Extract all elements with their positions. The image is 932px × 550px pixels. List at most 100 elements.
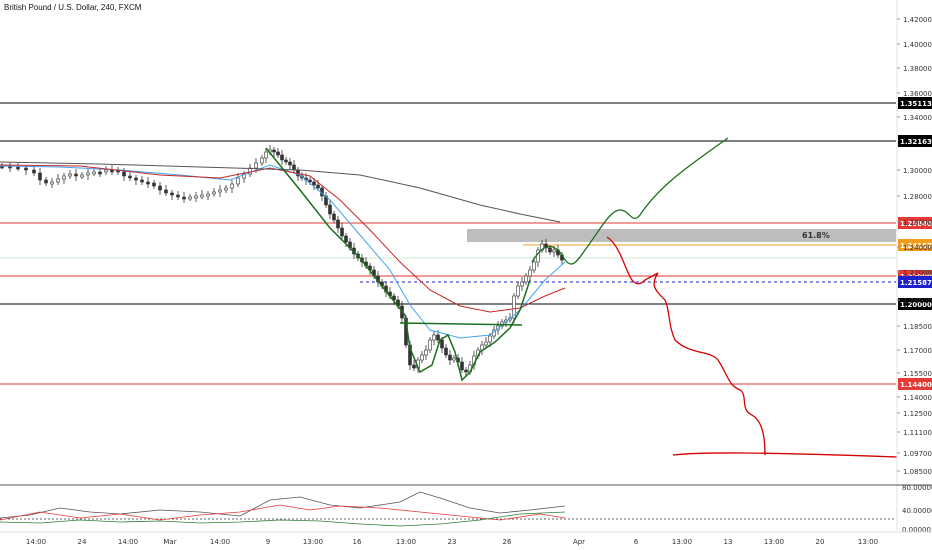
price-tick-label: 1.40000 <box>903 41 932 49</box>
target-line <box>672 452 898 458</box>
candle-body <box>428 339 432 351</box>
time-tick-label: 9 <box>266 538 270 546</box>
candle-body <box>464 369 468 373</box>
price-tick-label: 1.17000 <box>903 347 932 355</box>
candle-body <box>80 174 84 178</box>
level-label: 1.20000 <box>898 298 932 310</box>
price-tick-label: 1.36000 <box>903 90 932 98</box>
candle-body <box>436 334 440 341</box>
price-tick-label: 1.20000 <box>903 297 932 305</box>
candle-body <box>236 177 240 185</box>
time-axis: 14:00 24 14:00 Mar 14:00 9 13:00 16 13:00 23 26 Apr… <box>0 531 932 546</box>
candle-body <box>74 173 78 177</box>
time-tick-label: 14:00 <box>26 538 46 546</box>
candle-body <box>188 196 192 200</box>
candle-body <box>444 347 448 356</box>
level-label: 1.25840 <box>898 217 932 229</box>
candle-body <box>50 181 54 185</box>
time-tick-label: 13:00 <box>858 538 878 546</box>
osc-red <box>0 504 566 521</box>
price-tick-label: 1.12500 <box>903 410 932 418</box>
candle-body <box>194 195 198 199</box>
candle-body <box>86 172 90 176</box>
candle-body <box>452 357 456 361</box>
candle-body <box>200 194 204 198</box>
time-tick-label: 14:00 <box>118 538 138 546</box>
candle-body <box>218 189 222 193</box>
osc-green <box>0 511 566 527</box>
candle-body <box>182 196 186 200</box>
candle-body <box>152 182 156 187</box>
time-tick-label: 13:00 <box>672 538 692 546</box>
candle-body <box>308 179 312 183</box>
candle-body <box>460 361 464 371</box>
candle-body <box>520 281 524 287</box>
time-tick-label: Mar <box>163 538 176 546</box>
candle-body <box>38 172 42 181</box>
candle-body <box>432 334 436 341</box>
svg-text:1.35113: 1.35113 <box>900 100 932 108</box>
time-tick-label: 20 <box>816 538 825 546</box>
candle-body <box>524 275 528 283</box>
price-tick-label: 1.28000 <box>903 193 932 201</box>
time-tick-label: 6 <box>634 538 639 546</box>
price-tick-label: 1.15500 <box>903 370 932 378</box>
price-tick-label: 1.34000 <box>903 114 932 122</box>
candle-body <box>512 295 516 319</box>
candle-body <box>146 181 150 185</box>
candle-body <box>292 164 296 171</box>
candle-body <box>284 159 288 163</box>
time-tick-label: 14:00 <box>210 538 230 546</box>
candle-body <box>412 364 416 369</box>
candle-body <box>340 227 344 237</box>
price-tick-label: 1.08500 <box>903 468 932 476</box>
candle-body <box>328 204 332 215</box>
candle-body <box>44 179 48 184</box>
time-tick-label: 24 <box>78 538 87 546</box>
osc-tick-label: 80.00000 <box>902 484 932 492</box>
price-tick-label: 1.30000 <box>903 167 932 175</box>
ma-gray-line <box>0 161 561 223</box>
candle-body <box>98 171 102 175</box>
ma-blue-line <box>0 164 566 339</box>
candle-body <box>56 178 60 183</box>
candle-body <box>392 295 396 301</box>
candle-body <box>134 177 138 181</box>
candle-body <box>448 354 452 361</box>
fib-rect <box>467 229 896 242</box>
svg-text:1.24157: 1.24157 <box>900 242 932 250</box>
candle-body <box>344 235 348 243</box>
svg-text:1.21587: 1.21587 <box>900 279 932 287</box>
ma-red-line <box>0 164 566 313</box>
candle-body <box>424 349 428 356</box>
horizontal-levels: 1.35113 1.32163 1.25840 1.24157 1.22000 1.215… <box>0 97 932 390</box>
candle-body <box>276 151 280 156</box>
candle-body <box>516 285 520 297</box>
moving-averages <box>0 161 566 339</box>
svg-text:1.20000: 1.20000 <box>900 301 932 309</box>
candle-body <box>16 166 20 170</box>
candle-body <box>62 175 66 180</box>
price-axis: 1.42000 1.40000 1.38000 1.36000 1.34000 1.300… <box>896 0 932 530</box>
candle-body <box>242 173 246 179</box>
candle-body <box>164 189 168 194</box>
candle-body <box>532 261 536 271</box>
oscillator-panel: 80.00000 40.00000 0.00000 <box>0 484 932 534</box>
candle-body <box>484 341 488 346</box>
osc-tick-label: 40.00000 <box>902 507 932 515</box>
time-tick-label: 16 <box>353 538 362 546</box>
candle-body <box>206 193 210 197</box>
candle-body <box>332 213 336 221</box>
candle-body <box>440 339 444 349</box>
time-tick-label: 13:00 <box>396 538 416 546</box>
fib-zone: 61.8% <box>467 229 896 242</box>
candle-body <box>254 162 258 169</box>
candle-body <box>280 154 284 161</box>
candle-body <box>110 169 114 173</box>
bearish-projection <box>606 236 766 456</box>
level-label: 1.32163 <box>898 135 932 147</box>
svg-text:1.32163: 1.32163 <box>900 138 932 146</box>
svg-text:1.14400: 1.14400 <box>900 381 932 389</box>
time-tick-label: 13 <box>724 538 733 546</box>
